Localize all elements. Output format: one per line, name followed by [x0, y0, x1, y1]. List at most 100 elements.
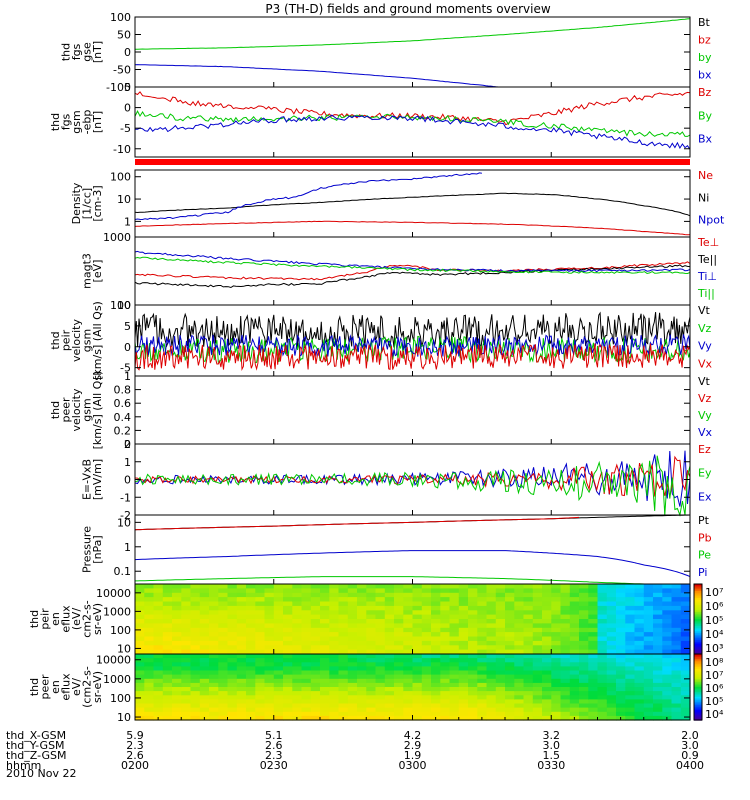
spectrogram-cell: [403, 666, 414, 672]
spectrogram-cell: [616, 632, 626, 638]
spectrogram-cell: [440, 640, 451, 646]
spectrogram-cell: [606, 614, 617, 620]
spectrogram-cell: [643, 674, 654, 680]
spectrogram-cell: [551, 703, 562, 709]
spectrogram-cell: [209, 699, 219, 705]
spectrogram-cell: [560, 640, 571, 646]
spectrogram-cell: [384, 640, 395, 646]
spectrogram-cell: [357, 707, 367, 713]
spectrogram-cell: [662, 601, 673, 607]
spectrogram-cell: [643, 678, 654, 684]
spectrogram-cell: [144, 597, 155, 603]
spectrogram-cell: [338, 703, 349, 709]
series-p8-pb: [134, 516, 580, 531]
spectrogram-cell: [403, 640, 414, 646]
spectrogram-cell: [246, 682, 256, 688]
spectrogram-cell: [597, 715, 608, 721]
spectrogram-cell: [505, 614, 515, 620]
spectrogram-cell: [431, 699, 441, 705]
spectrogram-cell: [468, 678, 478, 684]
colorbar-swatch: [694, 696, 702, 700]
spectrogram-cell: [172, 640, 182, 646]
spectrogram-cell: [588, 699, 599, 705]
spectrogram-cell: [384, 678, 395, 684]
spectrogram-cell: [477, 640, 488, 646]
spectrogram-cell: [625, 670, 636, 676]
spectrogram-cell: [338, 623, 349, 629]
spectrogram-cell: [236, 601, 247, 607]
spectrogram-cell: [301, 592, 312, 598]
spectrogram-cell: [301, 711, 312, 717]
spectrogram-cell: [357, 715, 367, 721]
spectrogram-cell: [310, 691, 321, 696]
spectrogram-cell: [560, 610, 571, 616]
spectrogram-cell: [523, 707, 534, 713]
spectrogram-cell: [532, 674, 543, 680]
spectrogram-cell: [606, 682, 617, 688]
spectrogram-cell: [310, 658, 321, 663]
spectrogram-cell: [264, 715, 275, 721]
spectrogram-cell: [357, 636, 367, 642]
spectrogram-cell: [653, 707, 663, 713]
spectrogram-cell: [366, 601, 377, 607]
spectrogram-cell: [227, 592, 238, 598]
spectrogram-cell: [495, 711, 506, 717]
spectrogram-cell: [366, 699, 377, 705]
spectrogram-cell: [449, 707, 460, 713]
y-axis-label-line: en: [49, 612, 62, 626]
spectrogram-cell: [421, 614, 432, 620]
spectrogram-cell: [255, 597, 266, 603]
spectrogram-cell: [384, 703, 395, 709]
spectrogram-cell: [283, 658, 293, 663]
spectrogram-cell: [458, 715, 469, 721]
spectrogram-cell: [338, 662, 349, 667]
colorbar-swatch: [694, 670, 702, 673]
spectrogram-cell: [403, 691, 414, 696]
spectrogram-cell: [412, 601, 423, 607]
legend-vt: Vt: [698, 304, 711, 317]
spectrogram-cell: [320, 627, 330, 633]
spectrogram-cell: [477, 610, 488, 616]
spectrogram-cell: [181, 632, 192, 638]
spectrogram-cell: [227, 610, 238, 616]
spectrogram-cell: [421, 654, 432, 659]
spectrogram-cell: [597, 623, 608, 629]
spectrogram-cell: [320, 605, 330, 611]
spectrogram-cell: [625, 715, 636, 721]
colorbar-swatch: [694, 672, 702, 675]
spectrogram-cell: [153, 623, 164, 629]
spectrogram-cell: [357, 666, 367, 672]
series-p2-bx: [135, 114, 691, 150]
spectrogram-cell: [597, 614, 608, 620]
spectrogram-cell: [264, 654, 275, 659]
spectrogram-cell: [135, 636, 145, 642]
spectrogram-cell: [449, 682, 460, 688]
spectrogram-cell: [662, 695, 673, 700]
spectrogram-cell: [301, 670, 312, 676]
spectrogram-cell: [616, 658, 626, 663]
spectrogram-cell: [199, 588, 210, 594]
spectrogram-cell: [468, 610, 478, 616]
spectrogram-cell: [634, 658, 645, 663]
spectrogram-cell: [569, 658, 580, 663]
spectrogram-cell: [560, 614, 571, 620]
spectrogram-cell: [301, 623, 312, 629]
spectrogram-cell: [569, 627, 580, 633]
spectrogram-cell: [320, 584, 330, 589]
spectrogram-cell: [412, 691, 423, 696]
y-axis-label-line: en: [49, 680, 62, 694]
spectrogram-cell: [606, 601, 617, 607]
spectrogram-cell: [384, 658, 395, 663]
spectrogram-cell: [486, 649, 497, 655]
spectrogram-cell: [606, 678, 617, 684]
spectrogram-cell: [440, 658, 451, 663]
spectrogram-cell: [560, 627, 571, 633]
spectrogram-cell: [172, 699, 182, 705]
spectrogram-cell: [394, 627, 404, 633]
spectrogram-cell: [394, 614, 404, 620]
spectrogram-cell: [190, 636, 201, 642]
spectrogram-cell: [310, 666, 321, 672]
spectrogram-cell: [523, 640, 534, 646]
colorbar-swatch: [694, 667, 702, 670]
spectrogram-cell: [181, 703, 192, 709]
